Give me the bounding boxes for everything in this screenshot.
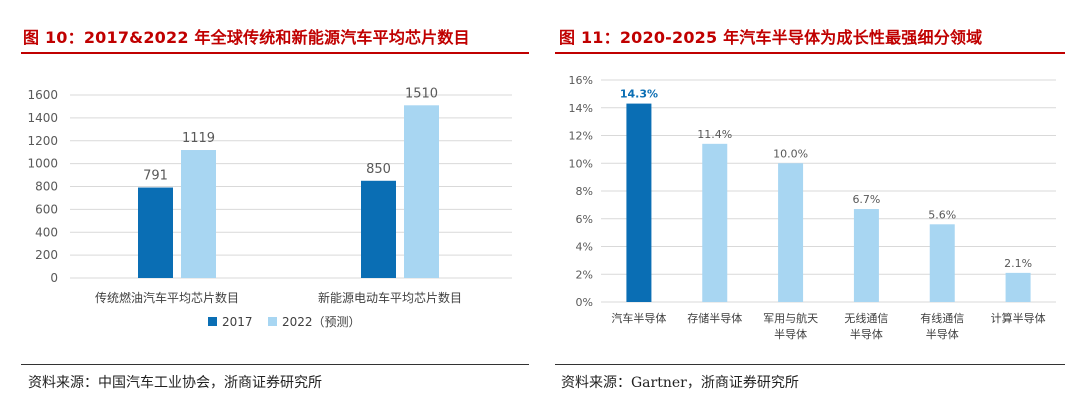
- legend-swatch: [268, 317, 277, 326]
- bar-value-label: 791: [143, 169, 168, 184]
- bar-value-label: 6.7%: [852, 193, 880, 206]
- y-tick-label: 800: [35, 180, 58, 194]
- y-tick-label: 16%: [569, 74, 593, 87]
- right-source-note: 资料来源：Gartner，浙商证券研究所: [561, 375, 799, 391]
- right-title-rule: [555, 52, 1065, 54]
- y-tick-label: 10%: [569, 157, 593, 170]
- y-tick-label: 400: [35, 225, 58, 239]
- left-source-rule: [21, 364, 529, 365]
- y-tick-label: 0: [50, 271, 58, 285]
- legend-label: 2017: [222, 315, 253, 329]
- left-figure-panel: 图 10：2017&2022 年全球传统和新能源汽车平均芯片数目 0 200 400…: [0, 0, 530, 412]
- category-label: 新能源电动车平均芯片数目: [318, 290, 462, 305]
- category-label: 计算半导体: [991, 311, 1046, 325]
- category-label: 无线通信: [844, 311, 888, 325]
- category-label: 半导体: [850, 327, 883, 341]
- bar-value-label: 11.4%: [697, 128, 732, 141]
- y-tick-label: 0%: [576, 296, 593, 309]
- y-tick-label: 200: [35, 248, 58, 262]
- bar: [929, 224, 955, 302]
- bar: [1005, 272, 1031, 302]
- bar-value-label: 1119: [182, 131, 215, 146]
- y-tick-label: 8%: [576, 185, 593, 198]
- bar-value-label: 850: [366, 162, 391, 177]
- bar: [361, 180, 396, 278]
- category-label: 军用与航天: [763, 311, 818, 325]
- y-tick-label: 600: [35, 202, 58, 216]
- y-tick-label: 1400: [27, 111, 58, 125]
- bar-value-label: 1510: [405, 86, 438, 101]
- bar: [404, 105, 439, 278]
- y-tick-label: 1600: [27, 88, 58, 102]
- category-label: 有线通信: [920, 311, 964, 325]
- category-label: 传统燃油汽车平均芯片数目: [95, 290, 239, 305]
- y-tick-label: 12%: [569, 130, 593, 143]
- right-bar-chart: 0% 2% 4% 6% 8% 10% 12% 14% 16% 14.3% 汽车半导体 11.4% 存储半…: [569, 74, 1056, 341]
- bar-value-label: 14.3%: [620, 88, 658, 101]
- y-tick-label: 14%: [569, 102, 593, 115]
- category-label: 半导体: [926, 327, 959, 341]
- right-figure-panel: 图 11：2020-2025 年汽车半导体为成长性最强细分领域 0% 2% 4% 6%…: [551, 0, 1080, 412]
- bar: [181, 150, 216, 278]
- right-source-rule: [555, 364, 1065, 365]
- bar-value-label: 5.6%: [928, 208, 956, 221]
- left-source-note: 资料来源：中国汽车工业协会，浙商证券研究所: [28, 375, 322, 391]
- left-title-rule: [21, 52, 529, 54]
- bar-value-label: 10.0%: [773, 147, 808, 160]
- y-tick-label: 1200: [27, 134, 58, 148]
- bar: [626, 103, 652, 303]
- left-figure-title: 图 10：2017&2022 年全球传统和新能源汽车平均芯片数目: [23, 28, 470, 47]
- bar: [853, 209, 879, 302]
- y-tick-label: 4%: [576, 241, 593, 254]
- right-figure-title: 图 11：2020-2025 年汽车半导体为成长性最强细分领域: [559, 28, 983, 47]
- bar: [138, 187, 173, 278]
- category-label: 存储半导体: [687, 311, 742, 325]
- legend-label: 2022（预测）: [282, 315, 361, 329]
- y-tick-label: 6%: [576, 213, 593, 226]
- y-tick-label: 2%: [576, 268, 593, 281]
- bar: [778, 163, 804, 302]
- y-tick-label: 1000: [27, 157, 58, 171]
- bar: [702, 143, 728, 302]
- legend-swatch: [208, 317, 217, 326]
- bar-value-label: 2.1%: [1004, 257, 1032, 270]
- left-bar-chart: 0 200 400 600 800 1000 1200 1400 1600 791 1119 传统燃油…: [27, 86, 512, 329]
- category-label: 汽车半导体: [611, 311, 666, 325]
- category-label: 半导体: [774, 327, 807, 341]
